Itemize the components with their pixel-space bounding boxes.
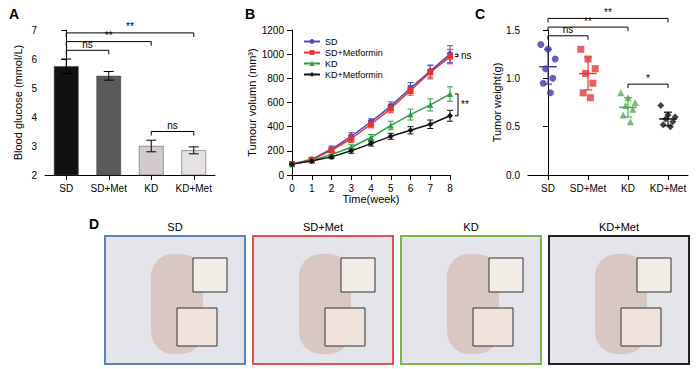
svg-text:5: 5: [388, 183, 394, 194]
svg-text:1.0: 1.0: [506, 73, 520, 84]
svg-text:SD+Metformin: SD+Metformin: [325, 48, 383, 58]
svg-text:ns: ns: [82, 39, 93, 50]
svg-text:C: C: [475, 6, 485, 22]
svg-text:6: 6: [31, 54, 37, 65]
svg-text:**: **: [604, 7, 612, 18]
svg-text:600: 600: [267, 97, 284, 108]
svg-text:ns: ns: [167, 120, 178, 131]
svg-text:*: *: [646, 73, 650, 84]
svg-text:4: 4: [31, 112, 37, 123]
svg-text:1.5: 1.5: [506, 25, 520, 36]
svg-text:Time(week): Time(week): [342, 193, 399, 205]
svg-text:Tumor weight(g): Tumor weight(g): [491, 63, 503, 143]
svg-text:SD: SD: [541, 183, 555, 194]
svg-text:Tumour volumn (mm³): Tumour volumn (mm³): [246, 48, 258, 156]
svg-text:3: 3: [31, 141, 37, 152]
svg-text:0: 0: [278, 170, 284, 181]
svg-text:5: 5: [31, 83, 37, 94]
svg-text:4: 4: [368, 183, 374, 194]
svg-text:KD+Metformin: KD+Metformin: [325, 70, 383, 80]
svg-text:KD+Met: KD+Met: [176, 183, 213, 194]
svg-text:KD: KD: [144, 183, 158, 194]
svg-text:0: 0: [289, 183, 295, 194]
svg-text:**: **: [584, 16, 592, 27]
svg-text:0.5: 0.5: [506, 121, 520, 132]
svg-text:D: D: [89, 216, 99, 232]
svg-text:SD+Met: SD+Met: [570, 183, 607, 194]
svg-text:Blood glucose (mmol/L): Blood glucose (mmol/L): [12, 45, 24, 161]
svg-text:SD: SD: [59, 183, 73, 194]
svg-text:KD: KD: [621, 183, 635, 194]
svg-text:7: 7: [427, 183, 433, 194]
svg-text:KD+Met: KD+Met: [599, 221, 639, 233]
svg-text:**: **: [105, 30, 113, 41]
svg-text:1200: 1200: [262, 25, 285, 36]
svg-text:2: 2: [31, 170, 37, 181]
svg-text:SD+Met: SD+Met: [91, 183, 128, 194]
svg-text:ns: ns: [461, 50, 472, 61]
svg-text:**: **: [126, 21, 134, 32]
svg-text:KD: KD: [463, 221, 478, 233]
svg-text:SD: SD: [325, 37, 338, 47]
svg-text:200: 200: [267, 145, 284, 156]
svg-text:2: 2: [329, 183, 335, 194]
svg-text:A: A: [9, 6, 19, 22]
svg-text:SD: SD: [167, 221, 182, 233]
svg-text:8: 8: [447, 183, 453, 194]
svg-text:KD: KD: [325, 59, 338, 69]
svg-text:3: 3: [348, 183, 354, 194]
svg-text:B: B: [245, 6, 255, 22]
svg-text:SD+Met: SD+Met: [303, 221, 343, 233]
svg-text:400: 400: [267, 121, 284, 132]
svg-text:**: **: [461, 99, 469, 110]
svg-text:1: 1: [309, 183, 315, 194]
svg-text:KD+Met: KD+Met: [650, 183, 687, 194]
svg-text:1000: 1000: [262, 49, 285, 60]
svg-text:800: 800: [267, 73, 284, 84]
svg-text:0.0: 0.0: [506, 170, 520, 181]
svg-text:6: 6: [408, 183, 414, 194]
svg-text:7: 7: [31, 25, 37, 36]
svg-text:ns: ns: [563, 24, 574, 35]
